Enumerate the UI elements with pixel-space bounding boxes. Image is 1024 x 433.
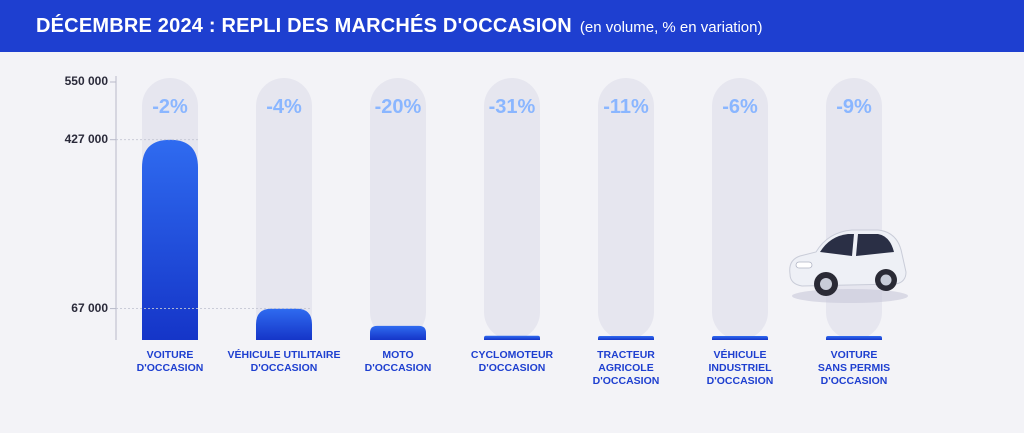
bar bbox=[484, 335, 540, 340]
bar bbox=[142, 139, 198, 340]
bar-background bbox=[370, 78, 426, 340]
bar bbox=[598, 336, 654, 340]
category-label: CYCLOMOTEUR D'OCCASION bbox=[470, 349, 554, 374]
category-label: VOITURE SANS PERMIS D'OCCASION bbox=[817, 349, 891, 387]
bar-background bbox=[484, 78, 540, 340]
change-label: -20% bbox=[374, 96, 422, 118]
bar bbox=[256, 308, 312, 340]
change-label: -9% bbox=[836, 96, 872, 118]
category-label: TRACTEUR AGRICOLE D'OCCASION bbox=[592, 349, 660, 387]
y-tick-label: 427 000 bbox=[64, 131, 108, 146]
change-label: -4% bbox=[266, 96, 302, 118]
bar-background bbox=[712, 78, 768, 340]
chart-header: DÉCEMBRE 2024 : REPLI DES MARCHÉS D'OCCA… bbox=[0, 0, 1024, 52]
chart-area: 550 000 427 000 67 000 -2% VOITURE D'OCCASION… bbox=[0, 52, 1024, 433]
change-label: -31% bbox=[488, 96, 536, 118]
change-label: -6% bbox=[722, 96, 758, 118]
y-tick-label: 67 000 bbox=[71, 300, 108, 315]
bar-background bbox=[256, 78, 312, 340]
change-label: -11% bbox=[603, 96, 649, 118]
car-icon bbox=[789, 229, 908, 303]
chart-title: DÉCEMBRE 2024 : REPLI DES MARCHÉS D'OCCA… bbox=[36, 14, 572, 37]
category-label: VÉHICULE UTILITAIRE D'OCCASION bbox=[227, 349, 341, 374]
category-label: MOTO D'OCCASION bbox=[364, 349, 432, 374]
chart-subtitle: (en volume, % en variation) bbox=[579, 19, 763, 36]
y-tick-label: 550 000 bbox=[64, 74, 108, 88]
car-illustration bbox=[782, 216, 912, 311]
change-label: -2% bbox=[152, 96, 188, 118]
category-label: VÉHICULE INDUSTRIEL D'OCCASION bbox=[706, 349, 774, 387]
bar bbox=[370, 325, 426, 340]
bar bbox=[712, 336, 768, 340]
bar-background bbox=[598, 78, 654, 340]
category-label: VOITURE D'OCCASION bbox=[136, 349, 204, 374]
bar bbox=[826, 336, 882, 340]
